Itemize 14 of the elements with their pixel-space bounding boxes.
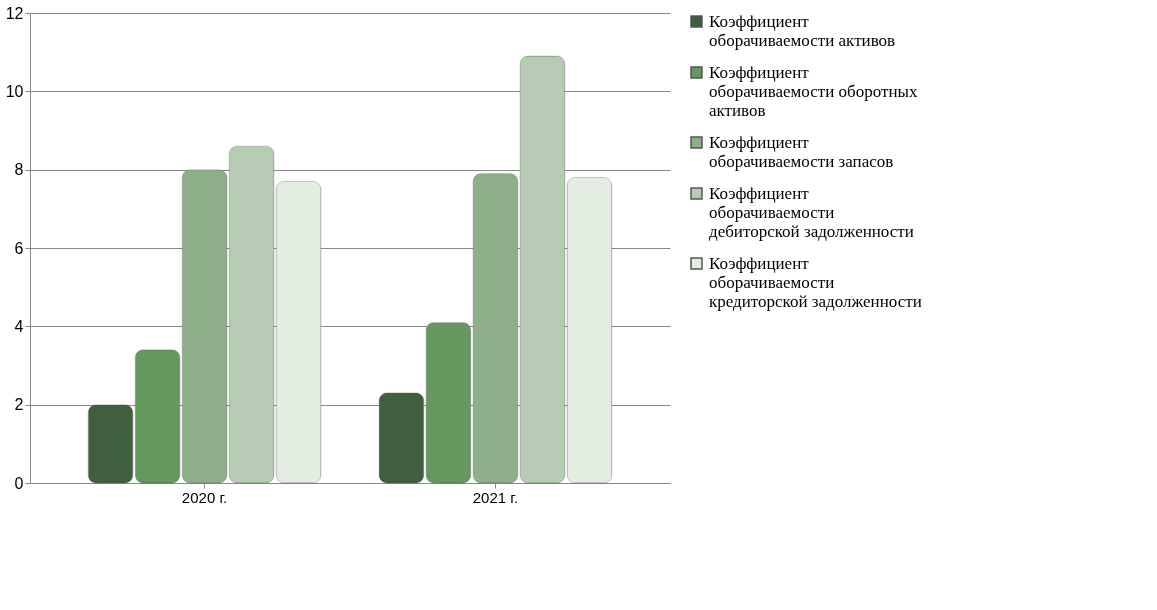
y-tick-label: 12	[5, 4, 24, 22]
x-tick-label: 2020 г.	[181, 488, 228, 506]
y-tick-label: 8	[14, 161, 24, 179]
legend-label: Коэффициент оборачиваемости дебиторской задолженности	[709, 183, 914, 241]
y-tick-label: 10	[5, 82, 24, 100]
x-tick-label: 2021 г.	[472, 488, 519, 506]
y-tick-label: 0	[14, 474, 24, 492]
legend-label: Коэффициент оборачиваемости запасов	[709, 132, 894, 171]
legend-label: Коэффициент оборачиваемости оборотных активов	[709, 62, 918, 120]
legend-label: Коэффициент оборачиваемости кредиторской задолженности	[709, 253, 922, 311]
legend-label: Коэффициент оборачиваемости активов	[709, 11, 896, 50]
y-tick-label: 6	[14, 239, 24, 257]
y-tick-label: 4	[14, 317, 24, 335]
y-tick-label: 2	[14, 396, 24, 414]
